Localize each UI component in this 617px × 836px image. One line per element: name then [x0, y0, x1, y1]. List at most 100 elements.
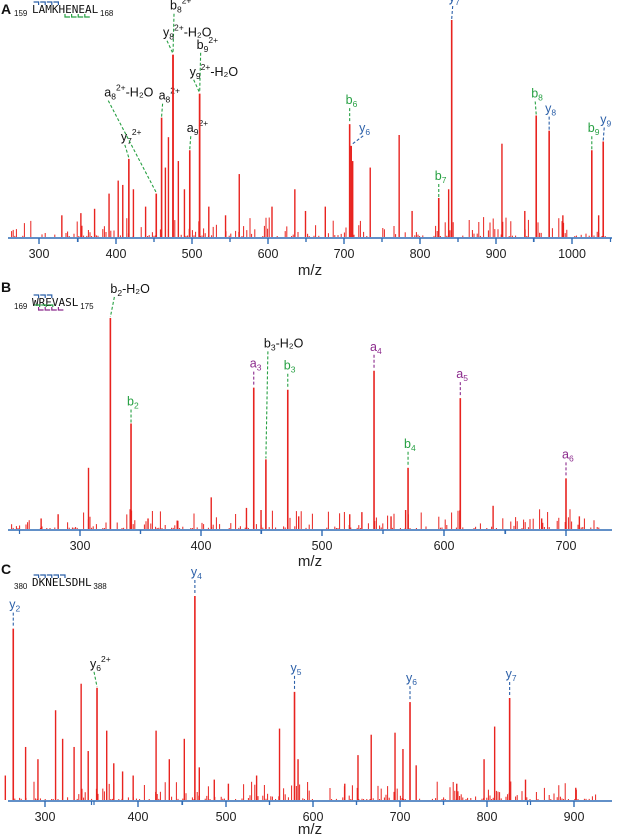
label-connector: [161, 103, 164, 117]
peptide-sequence: 380 DKNELSDHL 388: [14, 574, 107, 591]
panel-label: B: [1, 279, 11, 295]
x-tick-label: 1000: [558, 247, 586, 261]
fragment-bracket: [40, 1, 46, 5]
fragment-bracket: [47, 304, 54, 307]
ion-label: y4: [191, 565, 202, 581]
peptide-sequence: 159 LAMKHENEAL 168: [14, 1, 114, 18]
x-tick-label: 300: [29, 247, 50, 261]
ion-label: y9: [600, 113, 611, 129]
sequence-start-number: 159: [14, 9, 28, 18]
fragment-bracket: [57, 307, 64, 311]
x-tick-label: 500: [216, 810, 237, 824]
fragment-bracket: [71, 14, 77, 18]
x-axis-label: m/z: [298, 821, 322, 836]
ion-label: y5: [291, 661, 302, 677]
ion-label: y62+: [90, 654, 111, 673]
label-connector: [193, 79, 201, 94]
panel-label: C: [1, 561, 11, 577]
ion-label: y7: [449, 0, 460, 7]
fragment-bracket: [53, 1, 59, 5]
x-tick-label: 600: [434, 539, 455, 553]
x-tick-label: 700: [390, 810, 411, 824]
label-connector: [265, 351, 269, 459]
noise-peaks: [11, 509, 600, 529]
ion-label: b2: [127, 395, 139, 411]
label-connector: [534, 101, 537, 115]
label-connector: [172, 13, 175, 54]
fragment-bracket: [40, 574, 46, 578]
ion-label: y82+-H₂O: [163, 23, 212, 42]
x-tick-label: 300: [35, 810, 56, 824]
x-tick-label: 500: [312, 539, 333, 553]
x-tick-label: 600: [258, 247, 279, 261]
noise-peaks: [12, 781, 597, 800]
fragment-bracket: [64, 14, 70, 18]
fragment-bracket: [38, 307, 44, 311]
sequence-residues: LAMKHENEAL: [32, 3, 99, 16]
x-axis-label: m/z: [298, 262, 322, 279]
sequence-end-number: 388: [93, 582, 107, 591]
x-axis-label: m/z: [298, 553, 322, 570]
ion-label: y6: [359, 121, 370, 137]
sequence-residues: WREVASL: [32, 296, 79, 309]
sequence-start-number: 380: [14, 582, 28, 591]
ion-label: b3: [284, 359, 296, 375]
label-connector: [93, 671, 98, 687]
x-tick-label: 900: [564, 810, 585, 824]
fragment-bracket: [33, 574, 40, 578]
label-connector: [199, 52, 202, 93]
fragment-bracket: [44, 307, 51, 311]
ion-label: b9: [588, 121, 600, 137]
ion-label: y6: [406, 671, 417, 687]
fragment-bracket: [77, 14, 84, 18]
fragment-bracket: [46, 574, 53, 578]
fragment-bracket: [41, 304, 47, 307]
x-tick-label: 800: [410, 247, 431, 261]
fragment-bracket: [51, 307, 57, 311]
x-tick-label: 800: [477, 810, 498, 824]
fragment-bracket: [46, 294, 53, 298]
sequence-end-number: 175: [80, 302, 94, 311]
ion-label: b92+: [197, 35, 218, 54]
ion-label: b7: [435, 169, 447, 185]
x-tick-label: 400: [191, 539, 212, 553]
ion-label: y8: [545, 102, 556, 118]
label-connector: [602, 127, 605, 141]
label-connector: [189, 136, 192, 150]
sequence-residues: DKNELSDHL: [32, 576, 92, 589]
ion-label: a6: [562, 447, 574, 463]
fragment-bracket: [40, 294, 46, 298]
ion-label: b82+: [170, 0, 191, 15]
label-connector: [124, 144, 130, 159]
label-connector: [166, 40, 174, 54]
x-tick-label: 300: [70, 539, 91, 553]
label-connector: [451, 5, 454, 20]
ion-label: a4: [370, 340, 382, 356]
sequence-end-number: 168: [100, 9, 114, 18]
ion-label: y7: [506, 667, 517, 683]
ion-label: y2: [9, 598, 20, 614]
fragment-bracket: [33, 294, 40, 298]
sequence-start-number: 169: [14, 302, 28, 311]
label-connector: [350, 135, 364, 146]
ion-label: y72+: [121, 127, 142, 146]
ion-label: y92+-H₂O: [190, 62, 239, 81]
x-tick-label: 700: [334, 247, 355, 261]
panel-label: A: [1, 1, 11, 17]
x-tick-label: 600: [303, 810, 324, 824]
peptide-sequence: 169 WREVASL 175: [14, 294, 94, 311]
ion-label: b2-H₂O: [110, 282, 150, 298]
ion-label: a92+: [187, 118, 208, 137]
ion-label: a82+: [159, 86, 180, 105]
fragment-bracket: [60, 574, 66, 578]
x-tick-label: 400: [128, 810, 149, 824]
fragment-bracket: [46, 1, 53, 5]
ion-label: a3: [250, 357, 262, 373]
ion-label: a82+-H₂O: [104, 83, 153, 102]
ion-label: a5: [456, 367, 468, 383]
x-tick-label: 900: [486, 247, 507, 261]
